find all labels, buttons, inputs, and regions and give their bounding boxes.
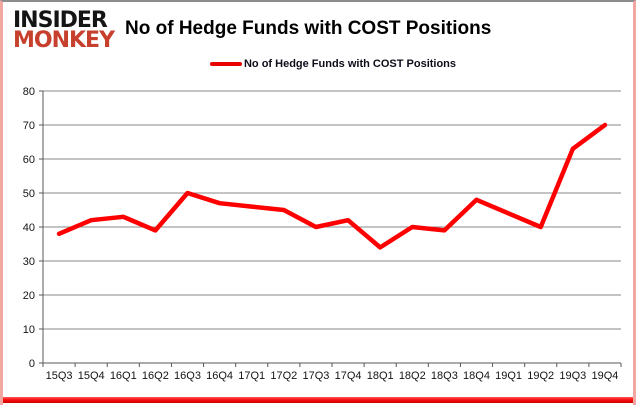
x-axis-tick-label: 16Q2	[142, 370, 169, 382]
y-axis-tick-label: 10	[23, 324, 35, 336]
bottom-red-bar	[3, 397, 633, 403]
y-axis-tick-label: 40	[23, 222, 35, 234]
y-axis-tick-label: 60	[23, 154, 35, 166]
x-axis-tick-label: 17Q4	[335, 370, 362, 382]
legend-line-swatch	[209, 62, 242, 66]
x-axis-tick-label: 17Q1	[238, 370, 265, 382]
chart-title: No of Hedge Funds with COST Positions	[125, 18, 492, 39]
x-axis-tick-label: 15Q4	[78, 370, 105, 382]
x-axis-tick-label: 18Q2	[399, 370, 426, 382]
y-axis-tick-label: 70	[23, 120, 35, 132]
y-axis-tick-label: 50	[23, 188, 35, 200]
line-chart-svg: 0 10 20 30 40 50 60 70 80 15Q3 15Q4 16Q1 16Q2 16Q3 16Q…	[23, 86, 622, 382]
x-axis-tick-label: 18Q3	[431, 370, 458, 382]
logo-word-insider: INSIDER	[13, 8, 108, 33]
x-axis-tick-label: 19Q4	[591, 370, 618, 382]
x-axis-tick-label: 16Q4	[206, 370, 233, 382]
y-gridlines	[43, 90, 621, 330]
y-axis-labels: 0 10 20 30 40 50 60 70 80	[23, 86, 35, 370]
y-axis-tick-label: 0	[29, 358, 35, 370]
x-axis-tick-label: 17Q2	[270, 370, 297, 382]
data-line-series	[56, 122, 608, 250]
x-axis-tick-label: 18Q4	[463, 370, 490, 382]
insider-monkey-logo: INSIDER MONKEY	[13, 8, 125, 54]
x-axis-tick-label: 17Q3	[302, 370, 329, 382]
y-axis-tick-label: 20	[23, 290, 35, 302]
x-axis-tick-label: 16Q1	[110, 370, 137, 382]
x-axis-tick-label: 18Q1	[367, 370, 394, 382]
axes	[39, 90, 622, 367]
x-axis-tick-label: 19Q1	[495, 370, 522, 382]
y-axis-tick-label: 30	[23, 256, 35, 268]
legend: No of Hedge Funds with COST Positions	[43, 58, 623, 70]
x-axis-tick-label: 16Q3	[174, 370, 201, 382]
logo-word-monkey: MONKEY	[13, 28, 115, 54]
x-axis-tick-label: 19Q3	[559, 370, 586, 382]
legend-label: No of Hedge Funds with COST Positions	[243, 58, 457, 70]
y-axis-tick-label: 80	[23, 86, 35, 98]
x-axis-tick-label: 19Q2	[527, 370, 554, 382]
x-axis-tick-label: 15Q3	[46, 370, 73, 382]
x-axis-labels: 15Q3 15Q4 16Q1 16Q2 16Q3 16Q4 17Q1 17Q2 17Q3 17Q4…	[46, 370, 619, 382]
